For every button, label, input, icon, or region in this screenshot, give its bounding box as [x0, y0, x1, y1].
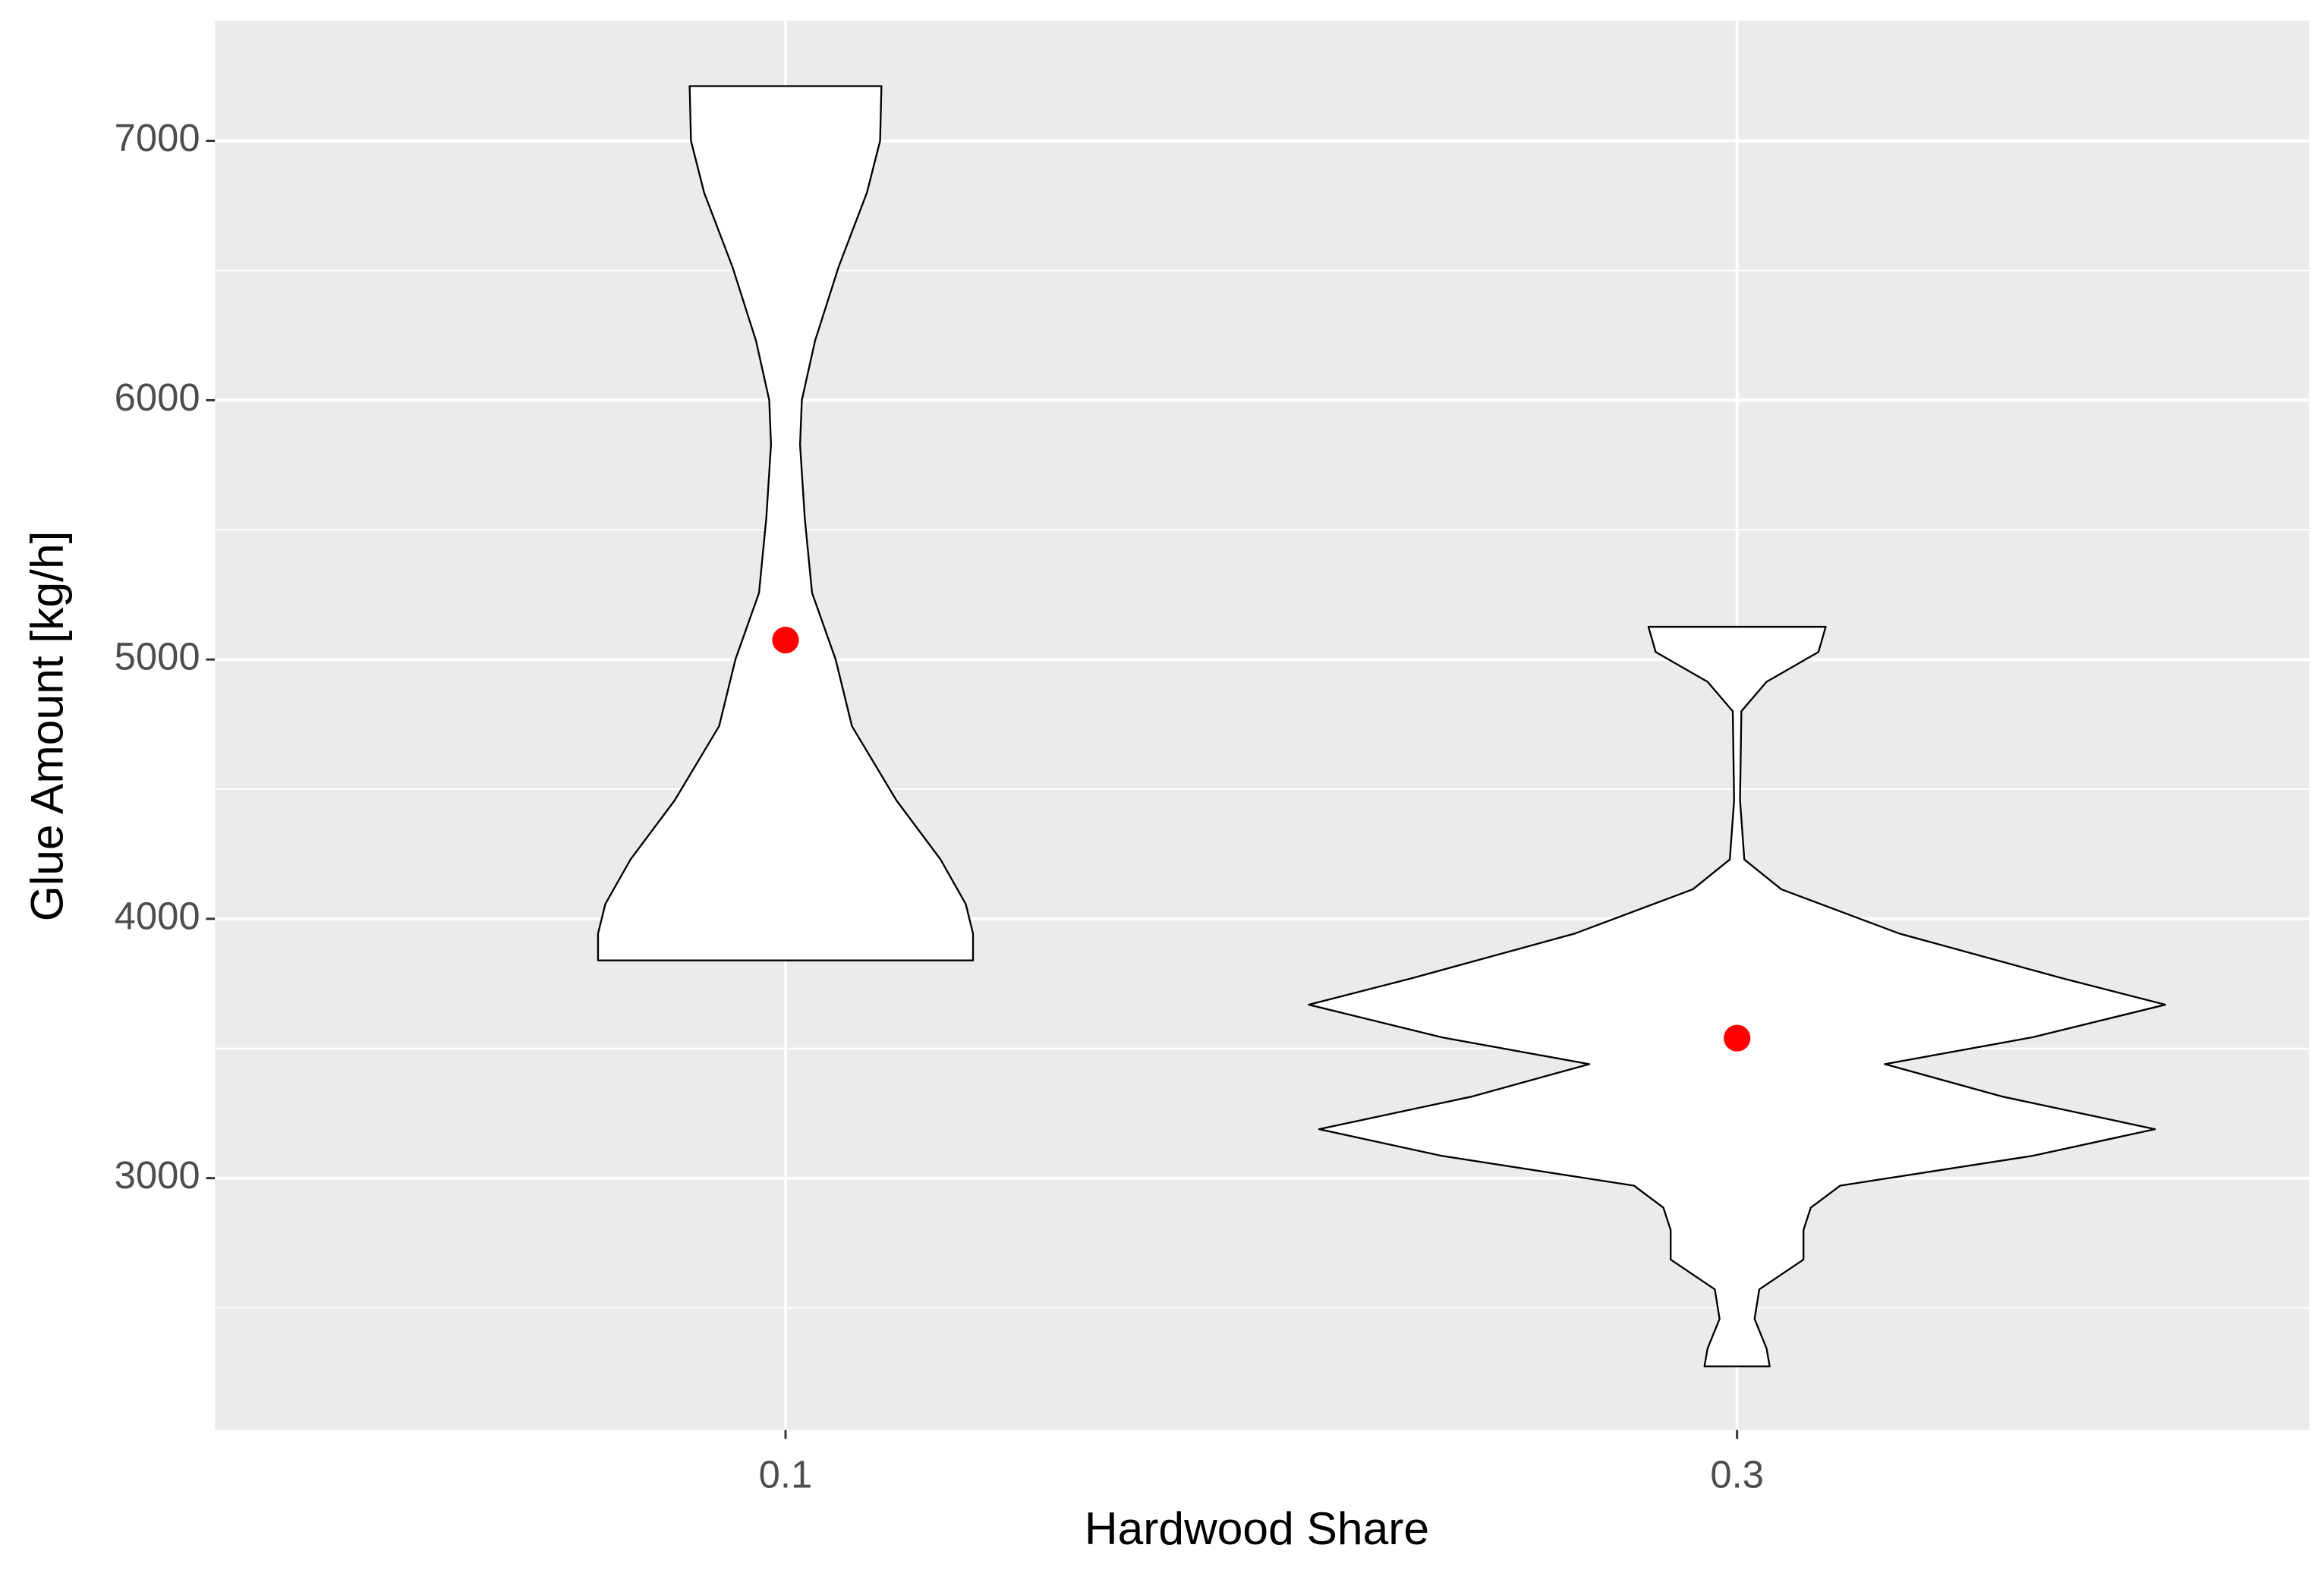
y-tick-label: 4000	[115, 894, 200, 937]
y-tick-label: 6000	[115, 376, 200, 419]
x-axis-title: Hardwood Share	[1085, 1502, 1429, 1554]
violin	[1308, 625, 2167, 1367]
mean-point	[772, 626, 799, 654]
y-axis-title: Glue Amount [kg/h]	[20, 531, 72, 922]
x-tick-label: 0.1	[759, 1452, 813, 1496]
y-tick-label: 5000	[115, 635, 200, 678]
mean-point	[1724, 1024, 1751, 1052]
plot-background	[215, 20, 2310, 1430]
y-tick-label: 3000	[115, 1153, 200, 1197]
y-tick-label: 7000	[115, 116, 200, 159]
violin	[597, 85, 975, 961]
x-tick-label: 0.3	[1710, 1452, 1764, 1496]
